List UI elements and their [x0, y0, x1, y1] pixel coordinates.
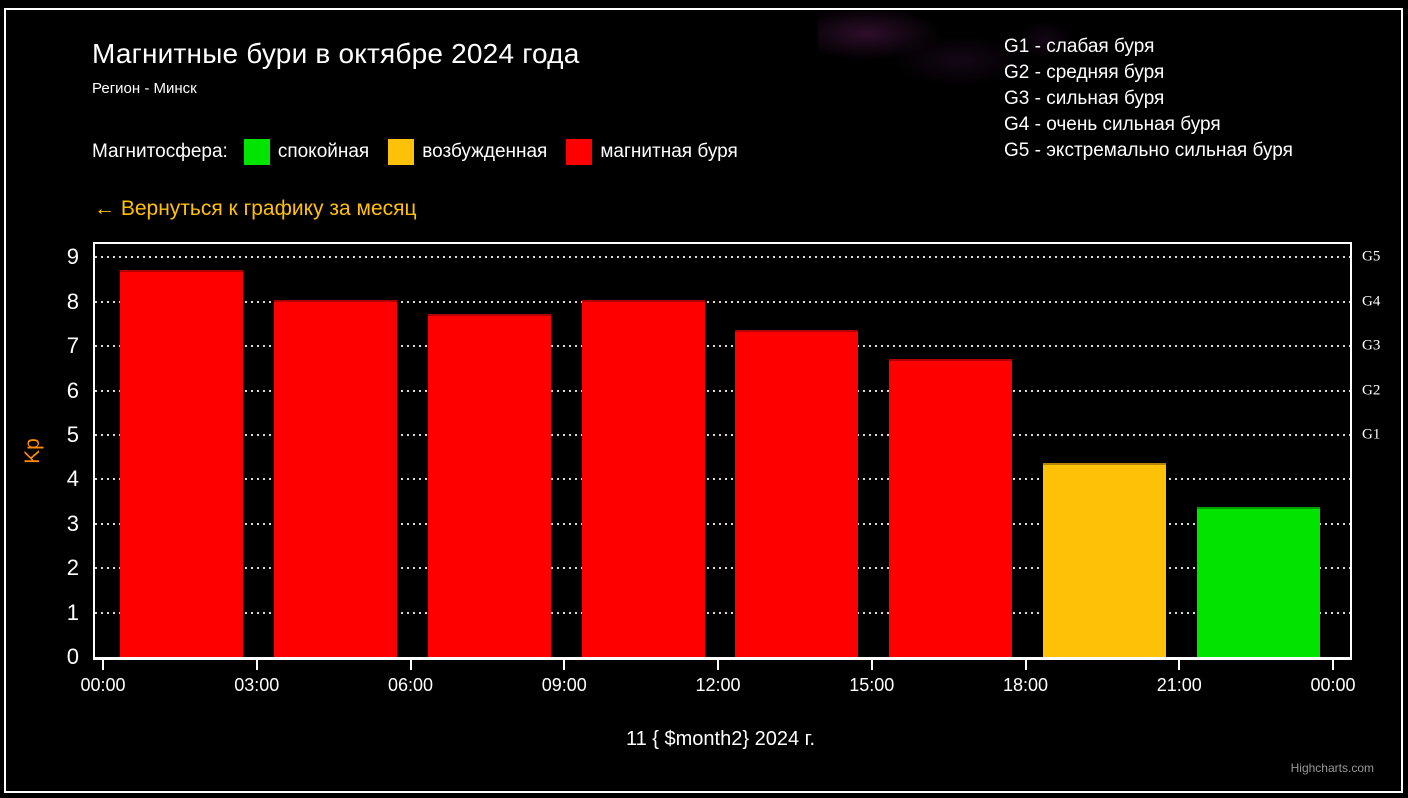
x-axis-tick-label: 18:00	[1002, 675, 1049, 695]
x-axis-tick	[717, 658, 719, 670]
legend-item-storm[interactable]: магнитная буря	[566, 139, 738, 165]
gridline	[95, 389, 1350, 392]
right-axis-tick-label: G1	[1362, 426, 1381, 443]
x-axis-tick-label: 06:00	[387, 675, 434, 695]
gridline	[95, 567, 1350, 570]
x-axis: 00:00 03:00 06:00 09:00 12:00 15:00 18:00 21:00…	[80, 658, 1356, 778]
g-scale-item-g5: G5 - экстремально сильная буря	[1004, 140, 1293, 161]
x-axis-tick-label: 00:00	[80, 675, 126, 695]
x-axis-tick-label: 00:00	[1310, 675, 1356, 695]
gridline	[95, 611, 1350, 614]
gridline	[95, 522, 1350, 525]
x-axis-tick-label: 12:00	[695, 675, 741, 695]
bar[interactable]	[274, 299, 398, 657]
highcharts-credit[interactable]: Highcharts.com	[1290, 761, 1374, 775]
quiet-swatch-icon	[243, 139, 270, 165]
y-axis-tick-label: 9	[66, 244, 79, 270]
x-axis-tick-label: 09:00	[541, 675, 587, 695]
x-axis-tick	[255, 658, 258, 670]
y-axis-tick-label: 7	[66, 333, 79, 359]
y-axis-title: Kp	[21, 437, 44, 464]
bar[interactable]	[1196, 507, 1320, 657]
x-axis-tick-label: 15:00	[849, 675, 895, 695]
legend-item-label: спокойная	[277, 141, 370, 162]
legend-item-quiet[interactable]: спокойная	[243, 139, 370, 165]
excited-swatch-icon	[388, 139, 415, 165]
bar[interactable]	[581, 299, 705, 657]
y-axis-tick-label: 8	[66, 288, 79, 314]
legend-item-excited[interactable]: возбужденная	[388, 139, 547, 165]
chart-subtitle: Регион - Минск	[92, 80, 197, 97]
x-axis-tick-label: 03:00	[234, 675, 280, 695]
y-axis-tick-label: 6	[66, 377, 79, 403]
gridline	[95, 434, 1350, 436]
right-axis-tick-label: G5	[1362, 248, 1381, 265]
x-axis-tick-label: 21:00	[1156, 675, 1202, 695]
bar[interactable]	[1042, 462, 1166, 657]
g-scale-item-g1: G1 - слабая буря	[1004, 36, 1155, 57]
g-scale-item-g2: G2 - средняя буря	[1004, 62, 1165, 83]
x-axis-tick	[870, 658, 873, 670]
back-to-month-link[interactable]: ← Вернуться к графику за месяц	[94, 197, 417, 220]
legend-item-label: магнитная буря	[600, 141, 738, 162]
x-axis-tick	[1332, 658, 1334, 670]
gridline	[95, 345, 1350, 348]
bar[interactable]	[735, 329, 859, 657]
y-axis-tick-label: 1	[66, 599, 79, 625]
right-axis-tick-label: G4	[1362, 293, 1381, 310]
gridline	[95, 478, 1350, 481]
bar[interactable]	[889, 358, 1013, 657]
x-axis-tick	[102, 658, 104, 670]
x-axis-tick	[1178, 658, 1181, 670]
x-axis-tick	[409, 658, 412, 670]
bar[interactable]	[427, 314, 551, 657]
gridline	[95, 256, 1350, 259]
y-axis-tick-label: 5	[66, 422, 79, 447]
y-axis-tick-label: 3	[66, 510, 79, 536]
g-scale-legend: G1 - слабая буря G2 - средняя буря G3 - …	[1004, 34, 1293, 164]
g-scale-item-g3: G3 - сильная буря	[1004, 88, 1165, 109]
right-axis-tick-label: G3	[1362, 337, 1381, 354]
page-title: Магнитные бури в октябре 2024 года	[92, 38, 580, 69]
magnetosphere-legend: Магнитосфера: спокойная возбужденная маг…	[92, 139, 757, 165]
x-axis-tick	[563, 658, 566, 670]
gridline	[95, 300, 1350, 303]
bar[interactable]	[120, 270, 244, 657]
legend-label: Магнитосфера:	[92, 141, 228, 162]
legend-item-label: возбужденная	[422, 141, 548, 162]
y-axis-tick-label: 2	[66, 555, 79, 581]
y-axis-tick-label: 4	[66, 466, 79, 492]
y-axis-tick-label: 0	[66, 644, 79, 669]
storm-swatch-icon	[566, 139, 593, 165]
x-axis-tick	[1024, 658, 1027, 670]
right-axis-tick-label: G2	[1362, 382, 1381, 399]
plot-area: 0 1 2 3 4 5 6 7 8 9 G1 G2 G3 G4 G5 Kp	[21, 242, 1380, 669]
g-scale-item-g4: G4 - очень сильная буря	[1004, 114, 1221, 135]
x-axis-title: 11 { $month2} 2024 г.	[625, 728, 816, 750]
